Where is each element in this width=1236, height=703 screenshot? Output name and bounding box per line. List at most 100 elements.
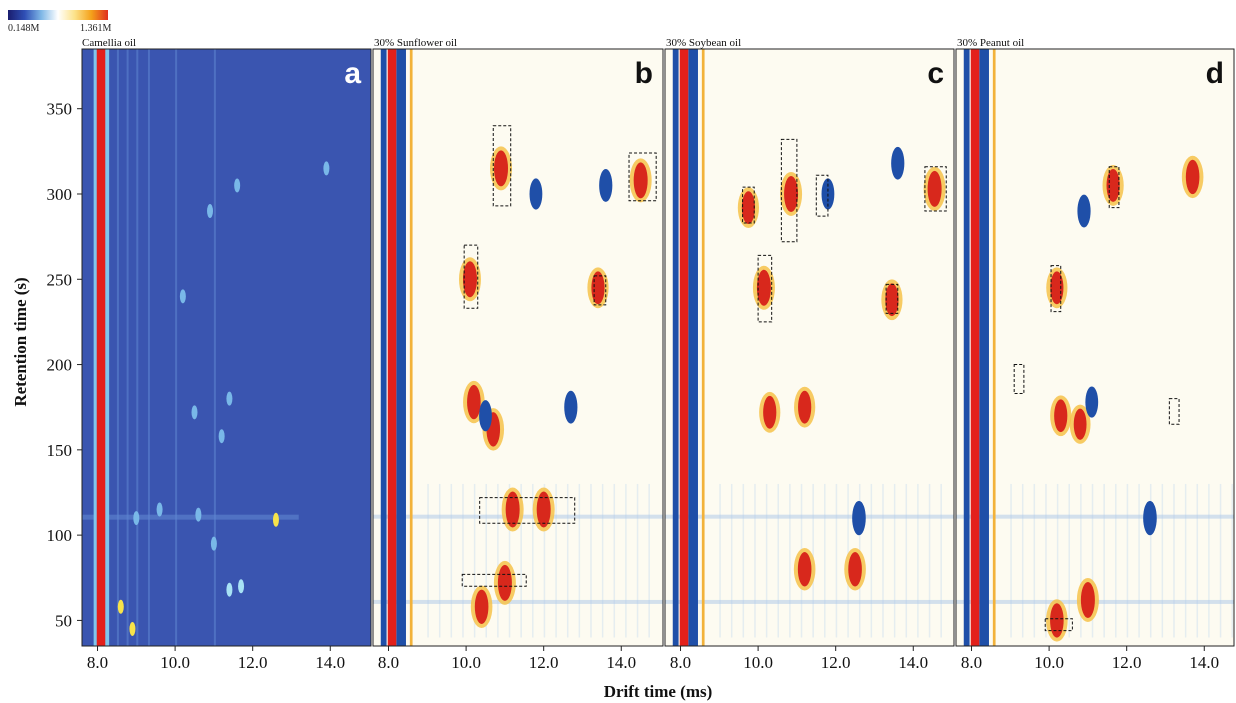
marker-box <box>924 166 947 212</box>
background-streak <box>1068 483 1070 638</box>
background-streak <box>175 49 178 646</box>
background-streak <box>508 483 511 638</box>
x-tick-label: 10.0 <box>743 653 773 672</box>
background-streak <box>116 49 119 646</box>
reactant-ion-peak <box>387 49 397 646</box>
marker-box <box>461 573 527 587</box>
background-streak <box>520 483 522 638</box>
horizontal-streak <box>665 514 954 519</box>
peak <box>756 269 771 306</box>
background-streak <box>742 483 745 638</box>
marker-box <box>742 186 755 224</box>
background-streak <box>473 483 476 638</box>
peak <box>852 500 866 536</box>
background-streak <box>1173 483 1175 638</box>
rip-side-band <box>992 49 996 646</box>
marker-box <box>1044 618 1073 632</box>
peak <box>505 491 520 528</box>
background-streak <box>438 483 441 638</box>
peak <box>927 170 942 207</box>
peak <box>564 390 578 424</box>
panel-background <box>373 49 663 646</box>
peak <box>467 384 481 420</box>
y-tick-label: 350 <box>47 100 73 119</box>
background-streak <box>1115 483 1117 638</box>
background-streak <box>777 483 779 638</box>
x-tick-label: 8.0 <box>87 653 108 672</box>
peak <box>1085 386 1099 418</box>
marker-box <box>757 254 773 323</box>
rip-side-band <box>701 49 705 646</box>
reactant-ion-peak <box>970 49 980 646</box>
background-streak <box>1103 483 1105 638</box>
background-streak <box>636 483 639 638</box>
rip-negative-band <box>672 49 679 646</box>
panel-letter: c <box>927 57 944 90</box>
background-streak <box>555 483 557 638</box>
background-streak <box>754 483 756 638</box>
marker-box <box>463 244 479 309</box>
marker-box <box>492 125 512 207</box>
marker-box <box>628 152 657 202</box>
background-streak <box>462 483 464 638</box>
background-streak <box>1021 483 1024 638</box>
x-tick-label: 12.0 <box>529 653 559 672</box>
x-tick-label: 12.0 <box>821 653 851 672</box>
background-streak <box>578 483 581 638</box>
panel-d: d <box>955 48 1235 647</box>
peak <box>1073 408 1087 440</box>
marker-box <box>1013 364 1025 395</box>
x-tick-label: 14.0 <box>315 653 345 672</box>
marker-box <box>780 138 798 243</box>
peak <box>497 564 512 601</box>
background-streak <box>928 483 931 638</box>
background-streak <box>1056 483 1059 638</box>
panel-title-a: Camellia oil <box>82 37 136 49</box>
panel-title-b: 30% Sunflower oil <box>374 37 457 49</box>
peak <box>323 161 330 176</box>
rip-negative-band <box>963 49 970 646</box>
background-streak <box>532 483 534 638</box>
background-streak <box>940 483 942 638</box>
background-streak <box>905 483 908 638</box>
background-streak <box>1080 483 1082 638</box>
panel-letter: a <box>344 57 361 90</box>
background-streak <box>1161 483 1164 638</box>
panel-title-d: 30% Peanut oil <box>957 37 1024 49</box>
background-streak <box>1033 483 1036 638</box>
rip-negative-band <box>688 49 698 646</box>
background-streak <box>213 49 216 646</box>
y-axis-label: Retention time (s) <box>11 277 30 406</box>
background-streak <box>1045 483 1047 638</box>
background-streak <box>497 483 499 638</box>
y-tick-label: 150 <box>47 441 73 460</box>
background-streak <box>789 483 791 638</box>
background-streak <box>450 483 453 638</box>
background-streak <box>601 483 604 638</box>
marker-box <box>1168 398 1180 425</box>
background-streak <box>1010 483 1012 638</box>
peak <box>784 175 799 212</box>
peak <box>195 507 202 522</box>
peak <box>462 261 477 298</box>
peak <box>156 502 163 517</box>
peak <box>885 283 899 317</box>
y-tick-label: 300 <box>47 185 73 204</box>
background-streak <box>1149 483 1152 638</box>
panel-frame <box>372 48 664 647</box>
x-tick-label: 10.0 <box>451 653 481 672</box>
background-streak <box>765 483 768 638</box>
x-tick-label: 8.0 <box>378 653 399 672</box>
background-streak <box>1138 483 1140 638</box>
y-axis: 50 100 150 200 250 300 350 <box>47 49 83 646</box>
peak <box>210 536 217 551</box>
background-streak <box>1231 483 1233 638</box>
peak <box>529 178 543 210</box>
background-streak <box>882 483 884 638</box>
peak <box>1185 159 1200 195</box>
background-streak <box>590 483 592 638</box>
peak <box>207 204 214 219</box>
y-tick-label: 250 <box>47 270 73 289</box>
panel-background <box>956 49 1234 646</box>
